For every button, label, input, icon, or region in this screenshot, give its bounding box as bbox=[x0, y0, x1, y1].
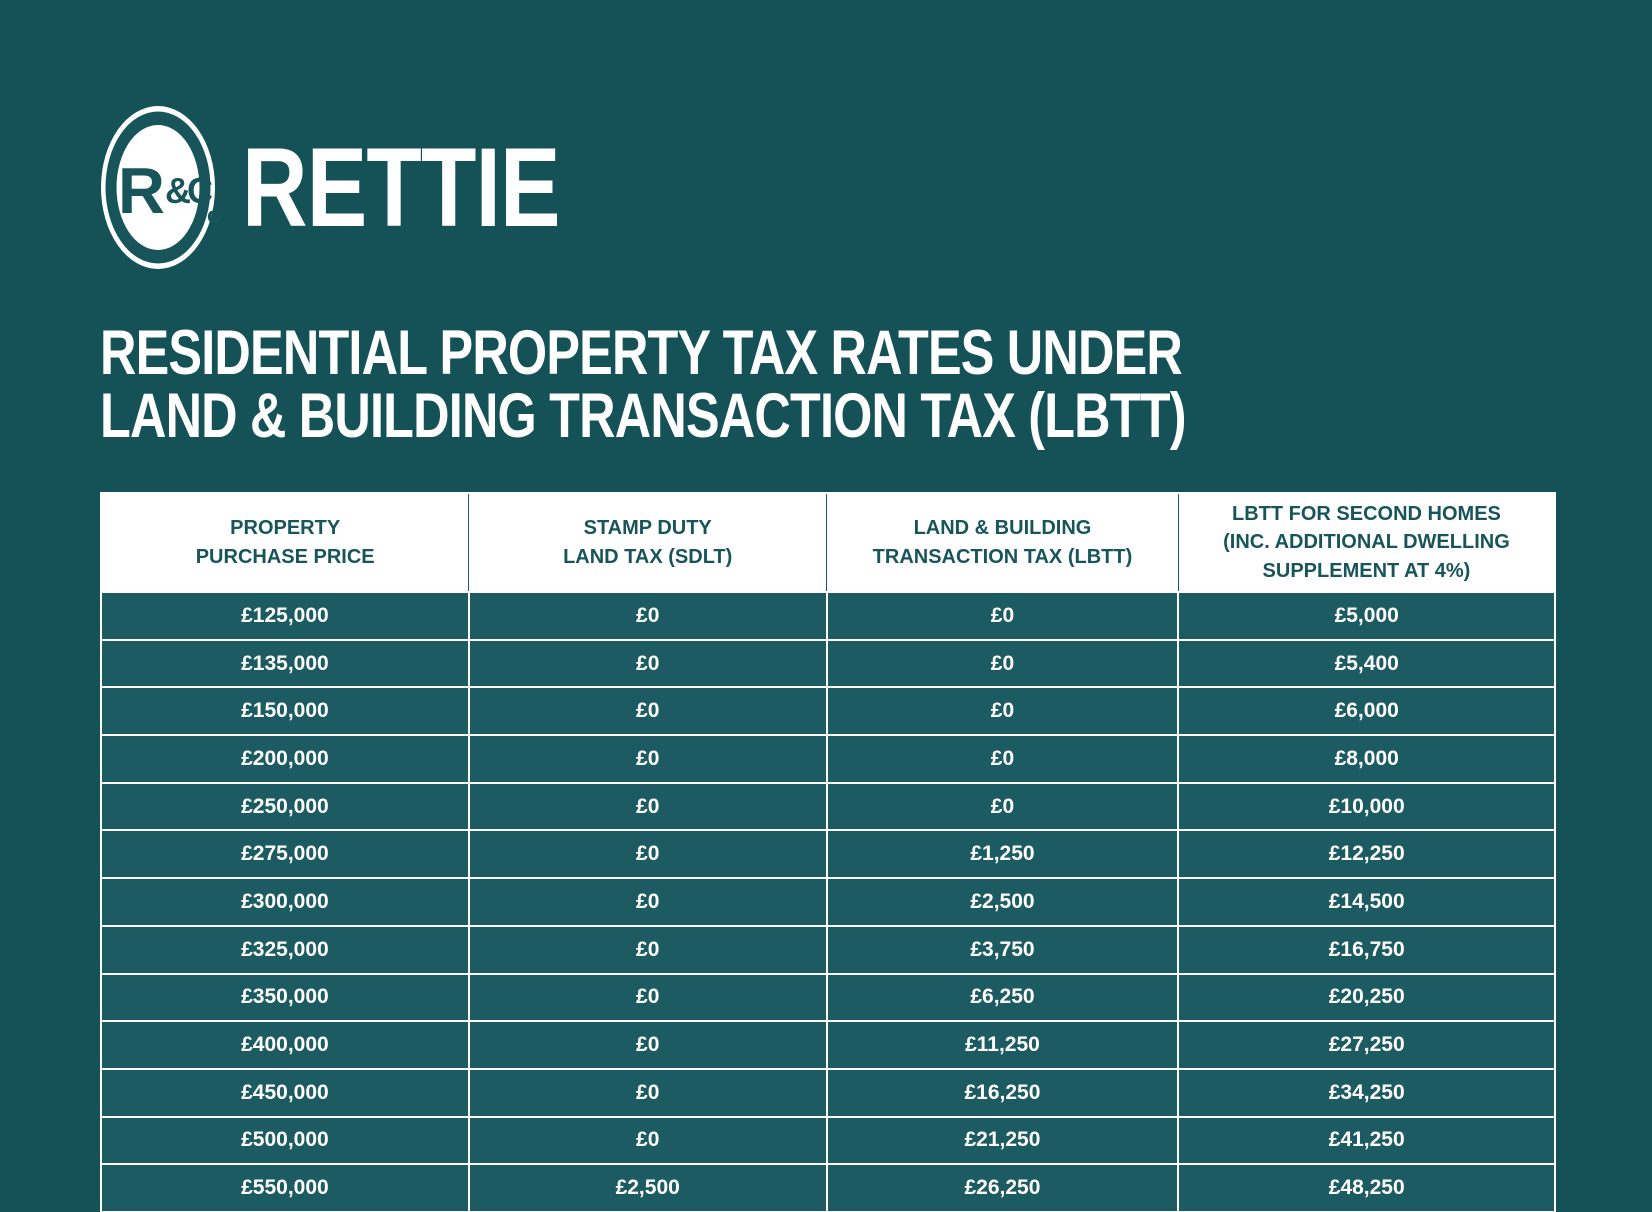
svg-text:R: R bbox=[118, 154, 165, 227]
svg-text:o: o bbox=[207, 202, 221, 228]
